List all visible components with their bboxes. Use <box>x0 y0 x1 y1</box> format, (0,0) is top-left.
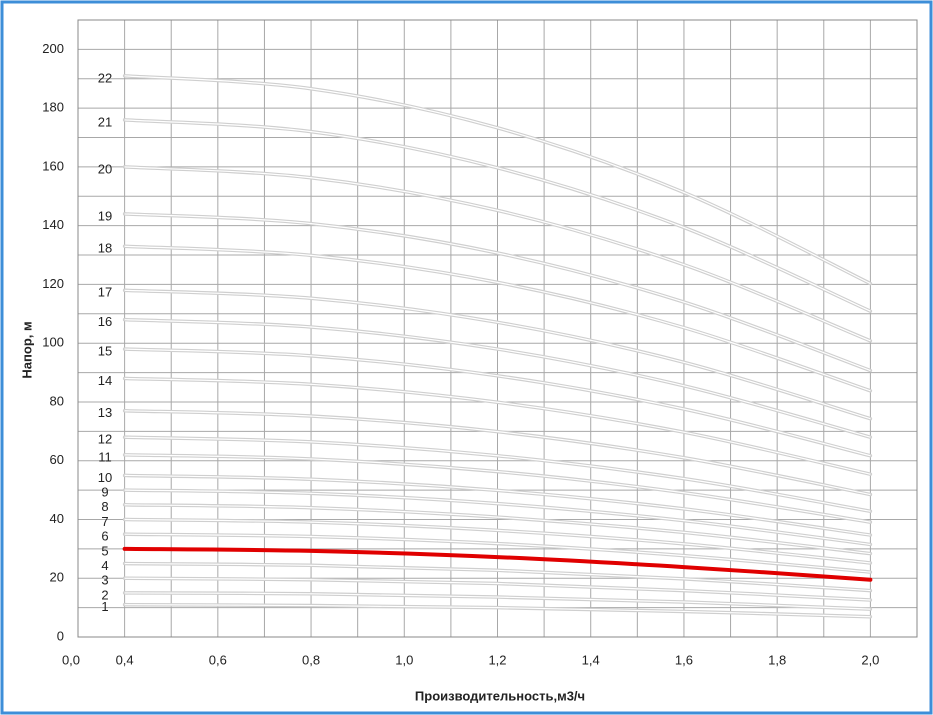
y-tick-label: 200 <box>42 41 64 56</box>
series-label: 8 <box>101 499 108 514</box>
series-label: 3 <box>101 573 108 588</box>
series-label: 5 <box>101 543 108 558</box>
series-highlight <box>124 436 871 512</box>
x-origin-label: 0,0 <box>62 652 80 667</box>
series-highlight <box>124 213 871 372</box>
y-tick-label: 160 <box>42 158 64 173</box>
series-highlight <box>124 75 871 285</box>
series-label: 1 <box>101 599 108 614</box>
series-label: 2 <box>101 587 108 602</box>
plot-border <box>77 19 918 638</box>
series-label: 20 <box>98 161 112 176</box>
series-label: 19 <box>98 208 112 223</box>
series-highlight <box>124 289 871 420</box>
series-highlight <box>124 377 871 475</box>
y-tick-label: 120 <box>42 276 64 291</box>
series-highlight <box>124 518 871 564</box>
series-highlight <box>124 604 871 618</box>
series-label: 15 <box>98 344 112 359</box>
series-highlight <box>124 410 871 496</box>
y-tick-label: 0 <box>57 628 64 643</box>
series-label: 4 <box>101 558 108 573</box>
series-label: 11 <box>98 449 112 464</box>
y-tick-label: 20 <box>50 570 64 585</box>
x-tick-label: 1,8 <box>768 652 786 667</box>
series-highlight <box>124 119 871 312</box>
x-axis-title: Производительность,м3/ч <box>415 688 585 703</box>
x-tick-label: 0,4 <box>116 652 134 667</box>
series-label: 17 <box>98 285 112 300</box>
y-tick-label: 60 <box>50 452 64 467</box>
y-tick-label: 140 <box>42 217 64 232</box>
series-label: 7 <box>101 514 108 529</box>
series-highlight <box>124 504 871 555</box>
series-highlight <box>124 533 871 573</box>
series-label: 6 <box>101 529 108 544</box>
series-highlight <box>124 454 871 523</box>
x-tick-label: 0,6 <box>209 652 227 667</box>
series-line <box>122 546 873 582</box>
series-label: 18 <box>98 241 112 256</box>
y-axis-title: Напор, м <box>19 321 34 378</box>
x-tick-label: 0,8 <box>302 652 320 667</box>
y-tick-label: 180 <box>42 100 64 115</box>
y-tick-label: 40 <box>50 511 64 526</box>
series-label: 14 <box>98 373 112 388</box>
series-label: 9 <box>101 485 108 500</box>
series-highlight <box>124 592 871 610</box>
series-label: 21 <box>98 114 112 129</box>
series-label: 16 <box>98 314 112 329</box>
series-highlight <box>124 577 871 601</box>
y-tick-label: 80 <box>50 393 64 408</box>
series-highlight <box>124 474 871 536</box>
series-label: 22 <box>98 70 112 85</box>
series-highlight <box>124 245 871 392</box>
series-highlight <box>124 489 871 546</box>
series-label: 12 <box>98 432 112 447</box>
x-tick-label: 1,2 <box>488 652 506 667</box>
series-highlight <box>124 166 871 342</box>
series-label: 10 <box>98 470 112 485</box>
series-highlight <box>124 348 871 457</box>
series-highlight <box>124 562 871 592</box>
x-tick-label: 2,0 <box>861 652 879 667</box>
x-tick-label: 1,0 <box>395 652 413 667</box>
series-highlight <box>124 319 871 438</box>
x-tick-label: 1,6 <box>675 652 693 667</box>
series-label: 13 <box>98 405 112 420</box>
x-tick-label: 1,4 <box>582 652 600 667</box>
y-tick-label: 100 <box>42 335 64 350</box>
